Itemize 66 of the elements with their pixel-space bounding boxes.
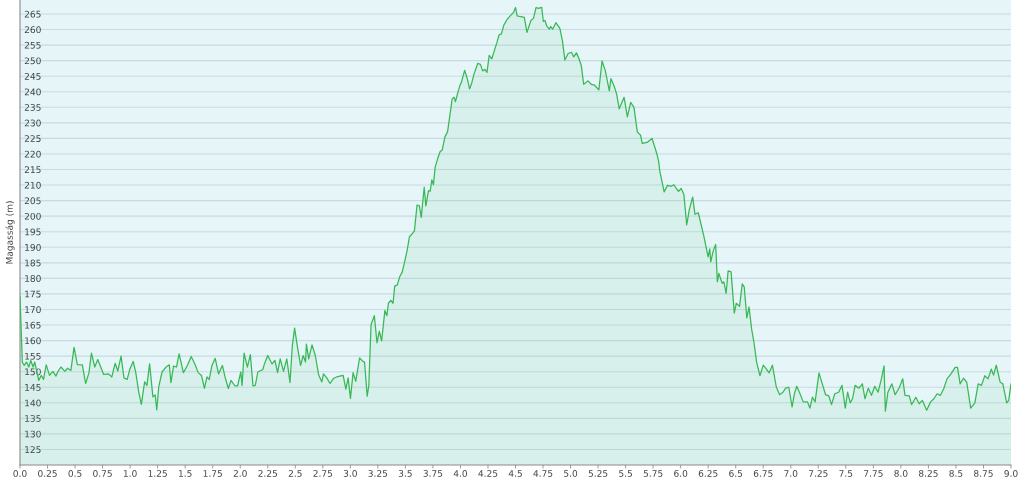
x-tick-label: 7.5 — [839, 470, 853, 477]
x-tick-label: 0.0 — [13, 470, 27, 477]
y-tick-label: 205 — [24, 197, 41, 205]
y-tick-label: 165 — [25, 321, 41, 329]
y-tick-label: 240 — [24, 88, 41, 96]
y-tick-label: 230 — [24, 119, 41, 127]
x-tick-label: 3.75 — [423, 470, 443, 477]
x-tick-label: 5.0 — [564, 470, 578, 477]
x-tick-label: 0.25 — [38, 470, 57, 477]
y-tick-label: 200 — [24, 212, 41, 220]
y-tick-label: 185 — [25, 259, 41, 267]
x-tick-label: 9.0 — [1004, 470, 1018, 477]
y-tick-label: 225 — [24, 135, 41, 142]
y-tick-label: 190 — [25, 244, 41, 251]
x-tick-label: 8.25 — [918, 470, 938, 477]
y-tick-label: 265 — [24, 10, 41, 18]
x-tick-label: 2.0 — [233, 470, 247, 477]
y-tick-label: 250 — [24, 57, 41, 65]
y-tick-label: 160 — [25, 337, 41, 345]
x-tick-label: 7.0 — [784, 470, 798, 477]
x-tick-label: 6.0 — [674, 470, 688, 477]
x-tick-label: 1.0 — [123, 470, 137, 477]
y-tick-label: 260 — [24, 26, 41, 34]
x-tick-label: 5.25 — [588, 470, 608, 477]
y-tick-label: 170 — [25, 306, 41, 314]
x-tick-label: 5.75 — [643, 470, 663, 477]
y-tick-label: 245 — [24, 72, 41, 80]
x-tick-label: 3.5 — [398, 470, 412, 477]
x-tick-label: 7.75 — [864, 470, 883, 477]
y-tick-label: 175 — [25, 290, 41, 298]
x-tick-label: 6.5 — [729, 470, 743, 477]
y-tick-label: 125 — [25, 446, 41, 454]
x-tick-label: 8.5 — [949, 470, 963, 477]
x-tick-label: 2.75 — [313, 470, 333, 477]
x-tick-label: 4.75 — [533, 470, 553, 477]
x-tick-label: 5.5 — [619, 470, 632, 477]
x-tick-label: 1.25 — [148, 470, 167, 477]
x-tick-label: 2.5 — [288, 470, 302, 477]
y-tick-label: 180 — [25, 275, 41, 282]
y-tick-label: 195 — [25, 228, 41, 236]
x-tick-label: 8.0 — [894, 470, 908, 477]
y-tick-label: 155 — [25, 352, 41, 360]
x-tick-label: 4.25 — [478, 470, 498, 477]
x-tick-label: 3.0 — [343, 470, 357, 477]
y-tick-label: 135 — [25, 415, 41, 422]
x-tick-label: 0.75 — [93, 470, 112, 477]
y-tick-label: 255 — [24, 41, 41, 49]
x-tick-label: 6.25 — [698, 470, 718, 477]
y-tick-label: 140 — [25, 399, 41, 407]
x-tick-label: 0.5 — [68, 470, 82, 477]
x-tick-label: 3.25 — [368, 470, 388, 477]
y-tick-label: 235 — [24, 104, 41, 111]
y-tick-label: 220 — [24, 150, 41, 158]
x-tick-label: 4.0 — [453, 470, 468, 477]
x-tick-label: 4.5 — [508, 470, 522, 477]
x-tick-label: 7.25 — [809, 470, 828, 477]
x-tick-label: 1.75 — [203, 470, 222, 477]
y-axis-title: Magasság (m) — [5, 201, 15, 264]
x-tick-label: 1.5 — [178, 470, 192, 477]
y-tick-label: 130 — [25, 430, 41, 438]
x-tick-label: 6.75 — [753, 470, 773, 477]
y-tick-label: 145 — [25, 384, 41, 391]
x-tick-label: 8.75 — [974, 470, 993, 477]
y-tick-label: 210 — [24, 181, 41, 189]
y-tick-label: 215 — [24, 166, 41, 174]
x-tick-label: 2.25 — [258, 470, 278, 477]
